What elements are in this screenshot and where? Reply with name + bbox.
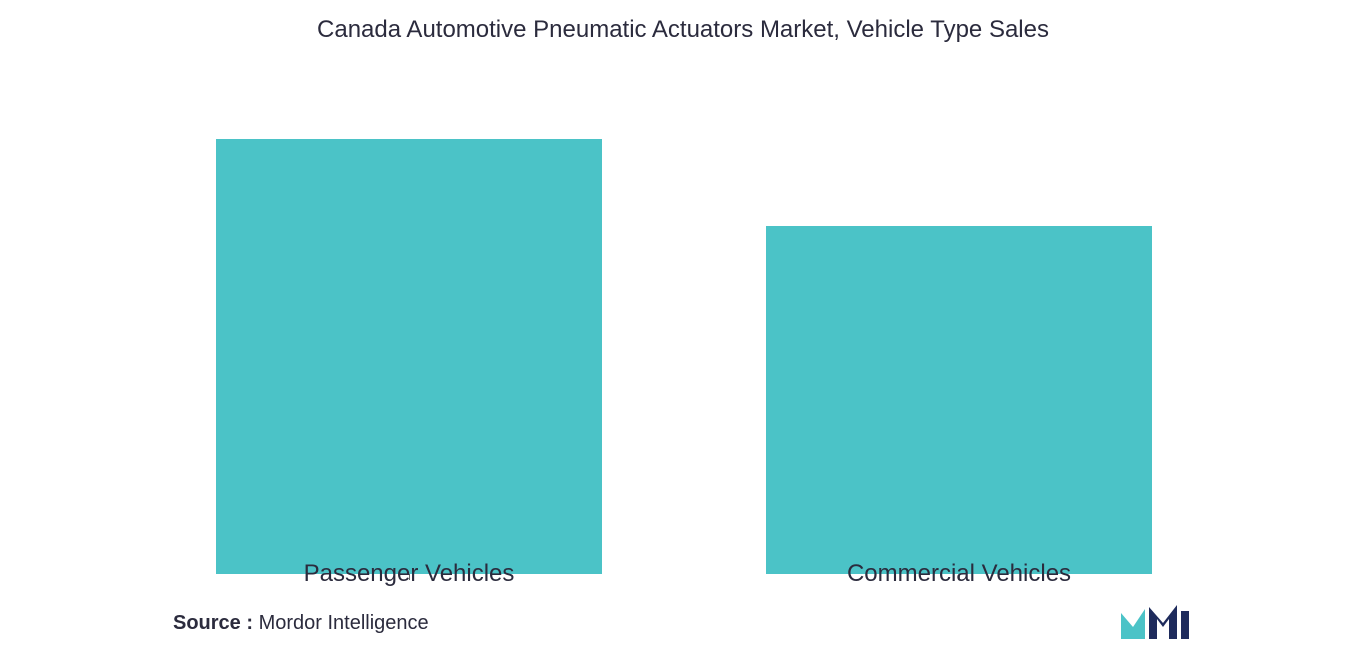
chart-plot-area [0,74,1366,574]
mordor-logo-icon [1119,603,1191,643]
bar-passenger-vehicles [216,139,602,574]
source-label: Source : [173,612,253,634]
source-attribution: Source : Mordor Intelligence [173,612,429,635]
bar-commercial-vehicles [766,226,1152,574]
x-axis-label: Commercial Vehicles [847,560,1071,588]
x-axis-label: Passenger Vehicles [304,560,515,588]
source-value: Mordor Intelligence [253,612,429,634]
chart-title: Canada Automotive Pneumatic Actuators Ma… [0,0,1366,54]
